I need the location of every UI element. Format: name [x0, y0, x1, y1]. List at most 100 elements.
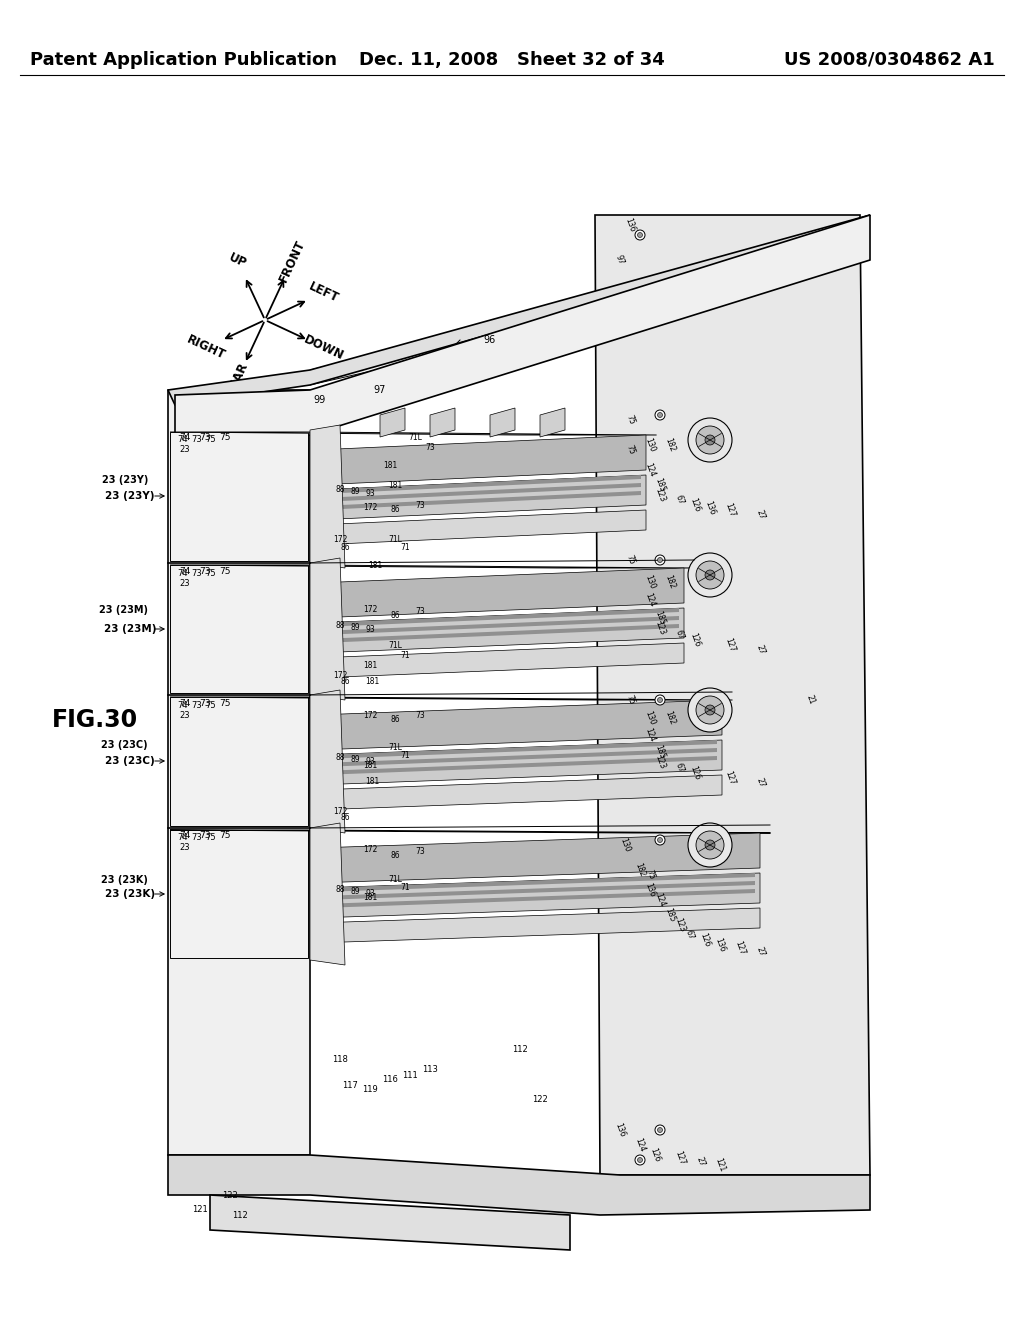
Polygon shape [170, 830, 771, 833]
Polygon shape [315, 833, 760, 883]
Text: 75: 75 [206, 436, 216, 445]
Text: 181: 181 [365, 777, 379, 787]
Text: 123: 123 [674, 916, 687, 933]
Text: Patent Application Publication: Patent Application Publication [30, 51, 337, 69]
Text: 89: 89 [350, 887, 359, 896]
Text: 73: 73 [415, 711, 425, 721]
Text: 185: 185 [653, 743, 667, 760]
Polygon shape [319, 491, 641, 510]
Polygon shape [319, 475, 641, 494]
Text: 181: 181 [383, 461, 397, 470]
Text: 23 (23M): 23 (23M) [99, 605, 148, 615]
Text: 122: 122 [222, 1191, 238, 1200]
Text: 123: 123 [653, 754, 667, 771]
Polygon shape [319, 756, 717, 775]
Text: 126: 126 [648, 1147, 662, 1163]
Circle shape [655, 1125, 665, 1135]
Text: 71: 71 [400, 883, 410, 891]
Circle shape [705, 436, 715, 445]
Text: 181: 181 [362, 660, 377, 669]
Text: 73: 73 [191, 833, 203, 842]
Text: 136: 136 [643, 882, 656, 899]
Polygon shape [319, 609, 679, 627]
Polygon shape [310, 558, 345, 700]
Text: LEFT: LEFT [307, 280, 341, 305]
Circle shape [688, 822, 732, 867]
Text: 88: 88 [335, 620, 345, 630]
Text: 89: 89 [350, 487, 359, 496]
Text: 182: 182 [664, 574, 677, 590]
Circle shape [657, 557, 663, 562]
Polygon shape [319, 616, 679, 635]
Text: 75: 75 [624, 694, 636, 706]
Text: 172: 172 [362, 846, 377, 854]
Text: 124: 124 [643, 591, 656, 609]
Text: 71: 71 [400, 651, 410, 660]
Text: 23: 23 [179, 446, 190, 454]
Text: 75: 75 [624, 444, 636, 457]
Text: 172: 172 [362, 606, 377, 615]
Circle shape [657, 697, 663, 702]
Text: 181: 181 [362, 760, 377, 770]
Polygon shape [310, 215, 870, 385]
Polygon shape [315, 475, 646, 520]
Text: 182: 182 [633, 862, 647, 878]
Polygon shape [315, 510, 646, 545]
Text: 73: 73 [425, 444, 435, 453]
Text: 86: 86 [340, 813, 350, 822]
Text: 123: 123 [653, 619, 667, 636]
Text: 181: 181 [388, 480, 402, 490]
Polygon shape [315, 643, 684, 678]
Text: 71L: 71L [408, 433, 422, 442]
Text: 112: 112 [512, 1045, 528, 1055]
Polygon shape [315, 775, 722, 810]
Text: 124: 124 [653, 892, 667, 908]
Polygon shape [315, 568, 684, 618]
Text: 127: 127 [674, 1150, 687, 1167]
Text: RIGHT: RIGHT [184, 333, 227, 362]
Polygon shape [170, 565, 694, 568]
Text: 182: 182 [664, 710, 677, 726]
Text: 23 (23K): 23 (23K) [101, 875, 148, 884]
Circle shape [638, 232, 642, 238]
Text: 73: 73 [191, 701, 203, 710]
Text: 74: 74 [178, 436, 188, 445]
Text: 185: 185 [653, 477, 667, 494]
Text: 86: 86 [390, 715, 399, 725]
Polygon shape [315, 609, 684, 653]
Polygon shape [315, 908, 760, 942]
Text: 99: 99 [314, 395, 326, 405]
Text: 67: 67 [674, 628, 686, 642]
Text: 74: 74 [179, 566, 190, 576]
Circle shape [696, 832, 724, 859]
Text: 136: 136 [714, 937, 727, 953]
Text: 130: 130 [643, 437, 656, 453]
Circle shape [696, 696, 724, 723]
Polygon shape [315, 436, 646, 484]
Text: 121: 121 [193, 1205, 208, 1214]
Text: 116: 116 [382, 1076, 398, 1085]
Circle shape [657, 412, 663, 417]
Text: 23 (23Y): 23 (23Y) [101, 475, 148, 484]
Polygon shape [315, 741, 722, 785]
Circle shape [657, 1127, 663, 1133]
Text: 71L: 71L [388, 875, 402, 884]
Text: 124: 124 [643, 727, 656, 743]
Polygon shape [315, 700, 722, 750]
Text: 97: 97 [374, 385, 386, 395]
Text: 93: 93 [366, 490, 375, 499]
Text: 130: 130 [643, 574, 656, 590]
Text: 23 (23C): 23 (23C) [101, 741, 148, 750]
Text: 118: 118 [332, 1056, 348, 1064]
Text: 86: 86 [390, 850, 399, 859]
Text: US 2008/0304862 A1: US 2008/0304862 A1 [784, 51, 995, 69]
Text: 75: 75 [206, 833, 216, 842]
Text: 75: 75 [644, 869, 656, 882]
Text: 126: 126 [688, 632, 701, 648]
Circle shape [705, 570, 715, 579]
Polygon shape [319, 880, 755, 900]
Text: 27: 27 [754, 644, 766, 656]
Text: 124: 124 [643, 462, 656, 478]
Text: 27: 27 [754, 946, 766, 958]
Text: 71L: 71L [388, 640, 402, 649]
